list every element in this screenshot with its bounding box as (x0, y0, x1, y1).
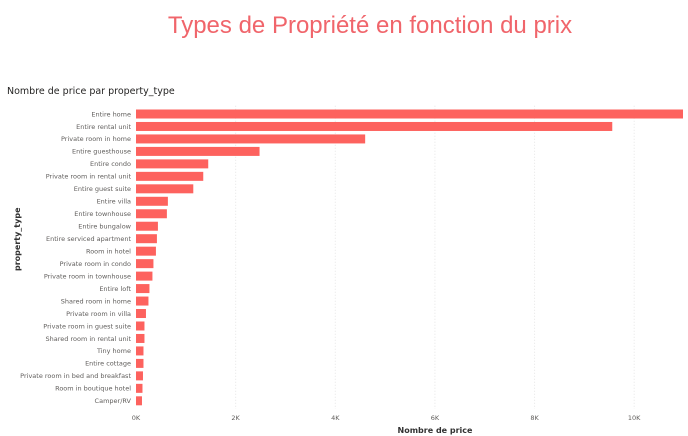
category-label: Private room in condo (60, 260, 131, 268)
bar[interactable] (136, 159, 209, 169)
category-label: Private room in home (61, 135, 131, 143)
category-label: Entire loft (99, 285, 131, 293)
category-label: Camper/RV (95, 397, 132, 405)
bar[interactable] (136, 196, 168, 206)
bar[interactable] (136, 246, 156, 256)
bar[interactable] (136, 371, 143, 381)
bar[interactable] (136, 271, 153, 281)
x-tick-label: 10K (628, 414, 641, 422)
x-axis-title: Nombre de price (397, 426, 473, 435)
x-tick-label: 8K (530, 414, 539, 422)
gridlines (235, 105, 635, 410)
category-label: Entire serviced apartment (46, 235, 131, 243)
bar[interactable] (136, 209, 167, 219)
bar[interactable] (136, 321, 145, 331)
category-label: Entire guesthouse (72, 148, 131, 156)
bar[interactable] (136, 121, 613, 131)
category-label: Private room in guest suite (43, 322, 131, 330)
category-label: Private room in villa (66, 310, 131, 318)
bar[interactable] (136, 134, 366, 144)
bar[interactable] (136, 309, 146, 319)
x-tick-label: 0K (132, 414, 141, 422)
bar[interactable] (136, 383, 143, 393)
bar[interactable] (136, 109, 684, 119)
x-tick-label: 2K (231, 414, 240, 422)
category-label: Room in hotel (86, 247, 131, 255)
bar[interactable] (136, 333, 145, 343)
bar[interactable] (136, 396, 142, 406)
x-tick-labels: 0K 2K 4K 6K 8K 10K (132, 414, 641, 422)
category-label: Entire villa (97, 198, 131, 206)
category-label: Tiny home (96, 347, 131, 355)
category-label: Shared room in home (61, 297, 131, 305)
bar[interactable] (136, 358, 144, 368)
bar[interactable] (136, 171, 204, 181)
category-label: Entire rental unit (76, 123, 131, 131)
category-label: Entire home (91, 110, 131, 118)
bar[interactable] (136, 259, 154, 269)
bar[interactable] (136, 146, 260, 156)
bars (136, 109, 684, 406)
bar[interactable] (136, 296, 149, 306)
category-label: Private room in townhouse (44, 272, 131, 280)
x-tick-label: 4K (331, 414, 340, 422)
category-label: Entire bungalow (78, 223, 131, 231)
bar[interactable] (136, 284, 150, 294)
category-label: Shared room in rental unit (46, 335, 132, 343)
category-label: Entire cottage (85, 360, 131, 368)
category-label: Room in boutique hotel (55, 385, 131, 393)
bar[interactable] (136, 221, 158, 231)
category-label: Entire townhouse (74, 210, 131, 218)
bar[interactable] (136, 184, 194, 194)
visual-title: Nombre de price par property_type (7, 86, 175, 97)
category-label: Private room in rental unit (46, 173, 132, 181)
bar[interactable] (136, 346, 144, 356)
category-label: Entire condo (90, 160, 131, 168)
x-tick-label: 6K (431, 414, 440, 422)
bar[interactable] (136, 234, 157, 244)
page-title: Types de Propriété en fonction du prix (167, 12, 573, 39)
category-label: Private room in bed and breakfast (20, 372, 131, 380)
category-label: Entire guest suite (74, 185, 131, 193)
category-labels: Entire home Entire rental unit Private roo… (20, 110, 132, 405)
